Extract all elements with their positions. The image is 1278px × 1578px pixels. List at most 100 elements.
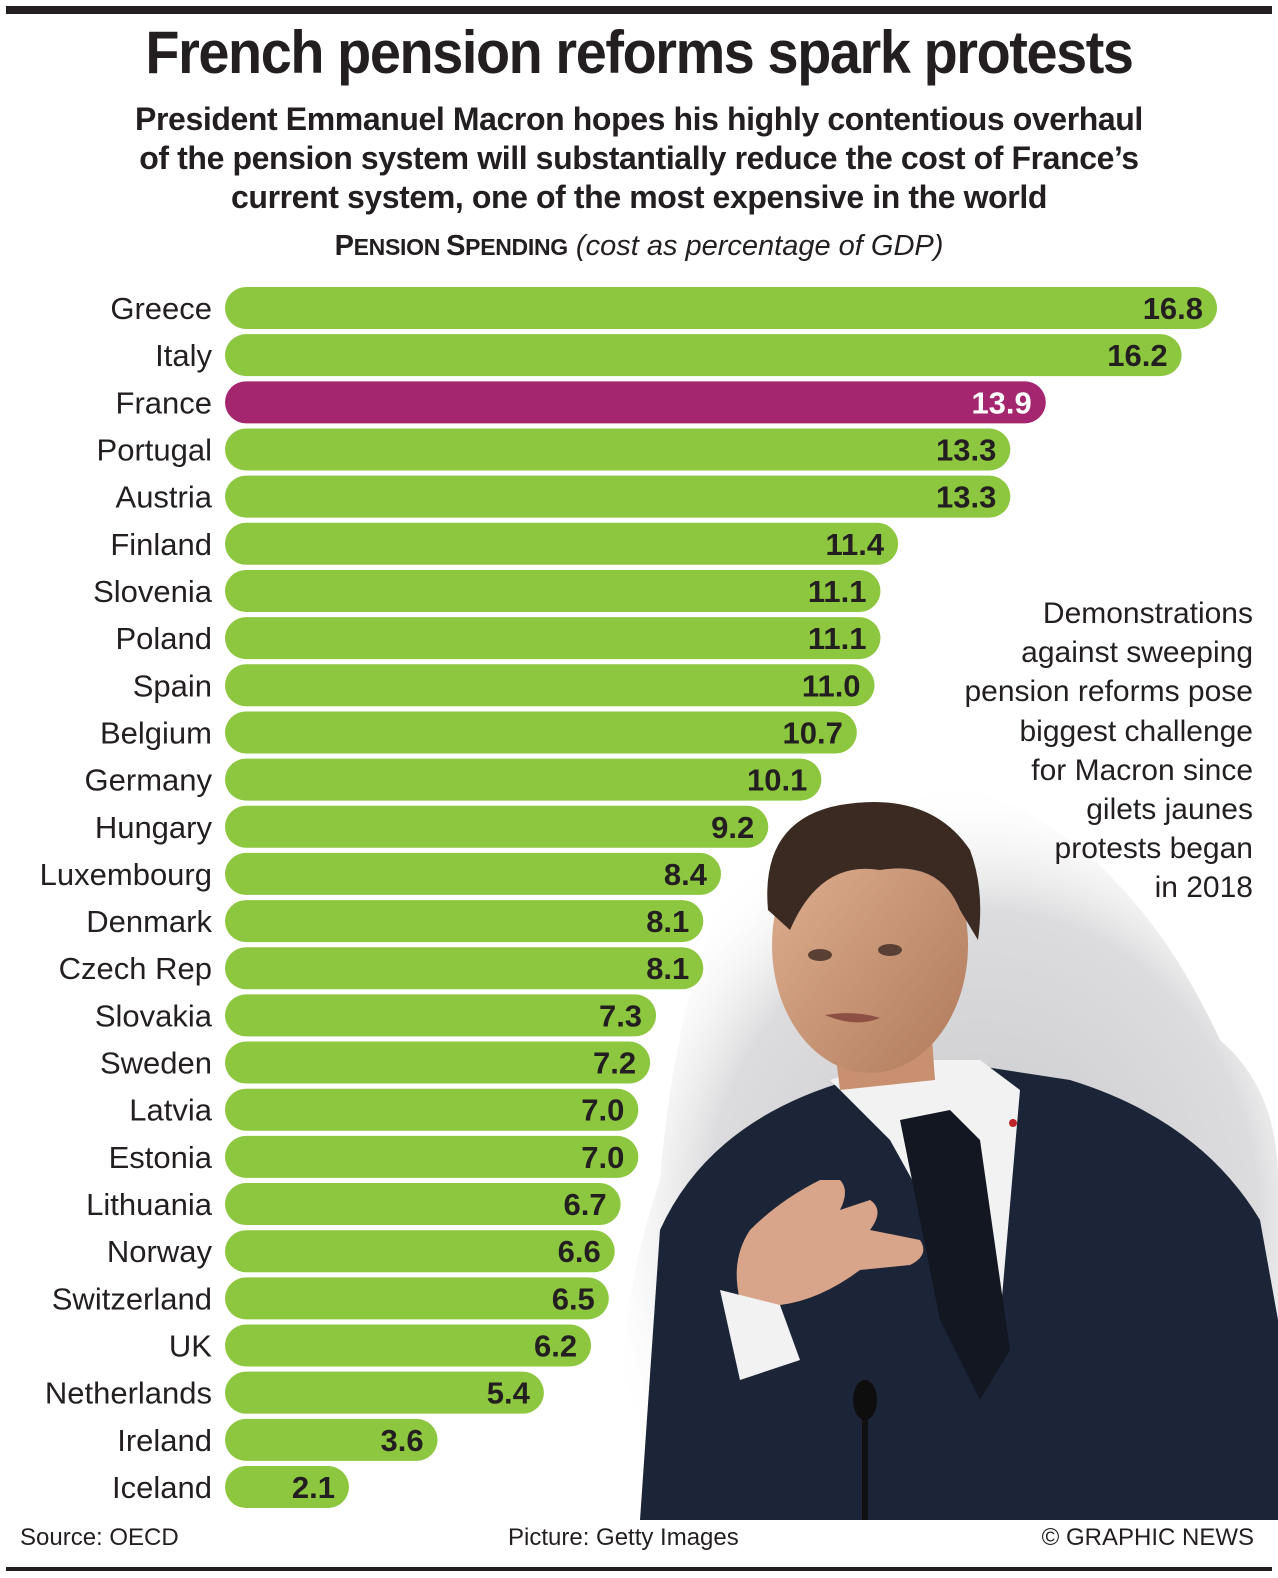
bar — [225, 900, 704, 943]
source-credit: Source: OECD — [20, 1524, 179, 1551]
bar — [225, 569, 881, 612]
bar — [225, 758, 822, 801]
category-label: Austria — [116, 480, 213, 515]
value-label: 7.0 — [581, 1140, 624, 1175]
bar-row: UK 6.2 — [169, 1324, 592, 1367]
picture-credit: Picture: Getty Images — [508, 1524, 739, 1551]
category-label: Czech Rep — [59, 951, 212, 986]
value-label: 6.6 — [558, 1234, 601, 1269]
annotation-line: gilets jaunes — [1086, 793, 1253, 827]
hair — [767, 802, 981, 940]
bar — [225, 1230, 615, 1273]
bar-row: Slovenia 11.1 — [93, 569, 881, 612]
bar-row: Belgium 10.7 — [100, 711, 857, 754]
category-label: Luxembourg — [40, 857, 212, 892]
page-title: French pension reforms spark protests — [145, 19, 1134, 86]
chart-title-smallcaps: PENDING — [465, 234, 568, 260]
value-label: 5.4 — [487, 1376, 531, 1411]
bar — [225, 711, 857, 754]
annotation: Demonstrations against sweeping pension … — [873, 594, 1254, 908]
bar — [225, 522, 899, 565]
bar-row: Lithuania 6.7 — [86, 1183, 621, 1226]
value-label: 7.2 — [593, 1046, 636, 1081]
bar-row: Estonia 7.0 — [109, 1135, 639, 1178]
value-label: 2.1 — [292, 1470, 335, 1505]
value-label: 11.1 — [808, 621, 867, 656]
value-label: 13.9 — [971, 385, 1031, 420]
value-label: 11.0 — [802, 668, 861, 703]
bar-row: Switzerland 6.5 — [52, 1277, 609, 1320]
value-label: 11.1 — [808, 574, 867, 609]
value-label: 6.7 — [564, 1187, 607, 1222]
bar-row: Ireland 3.6 — [117, 1418, 438, 1461]
bar — [225, 1041, 651, 1084]
bar-row: Italy 16.2 — [155, 334, 1182, 377]
category-label: Hungary — [95, 810, 213, 845]
bar-row: Portugal 13.3 — [97, 428, 1011, 471]
value-label: 10.1 — [747, 763, 807, 798]
category-label: Poland — [115, 621, 212, 656]
bar — [225, 805, 769, 848]
hand — [736, 1180, 924, 1305]
subtitle: President Emmanuel Macron hopes his high… — [40, 100, 1238, 217]
bar-row: Luxembourg 8.4 — [40, 852, 722, 895]
bar-highlight — [225, 381, 1046, 424]
bar-row: Netherlands 5.4 — [45, 1371, 544, 1414]
annotation-line: in 2018 — [1154, 871, 1253, 905]
category-label: Slovenia — [93, 574, 213, 609]
bar — [225, 475, 1011, 518]
category-label: Finland — [110, 527, 212, 562]
bar-row: Finland 11.4 — [110, 522, 899, 565]
value-label: 10.7 — [782, 715, 842, 750]
category-label: Iceland — [112, 1470, 212, 1505]
category-label: Germany — [85, 763, 213, 798]
annotation-line: protests began — [1054, 832, 1253, 866]
category-label: Ireland — [117, 1423, 212, 1458]
bar-chart: Greece 16.8 Italy 16.2 France 13.9 Portugal 13.… — [40, 287, 1218, 1508]
bar-row: Slovakia 7.3 — [95, 994, 657, 1037]
subtitle-line: of the pension system will substantially… — [139, 140, 1139, 176]
annotation-line: for Macron since — [1031, 753, 1253, 787]
category-label: Spain — [133, 668, 212, 703]
bar-row: Spain 11.0 — [133, 664, 875, 707]
bar — [225, 1418, 438, 1461]
bar-row: Greece 16.8 — [110, 287, 1218, 329]
annotation-line: biggest challenge — [1019, 714, 1253, 748]
bar — [225, 852, 722, 895]
bar — [225, 947, 704, 990]
annotation-line: Demonstrations — [1042, 597, 1253, 630]
category-label: Greece — [110, 291, 212, 326]
value-label: 9.2 — [711, 810, 754, 845]
chart-title-initial: P — [334, 230, 354, 262]
subtitle-line: current system, one of the most expensiv… — [231, 179, 1047, 215]
value-label: 8.4 — [664, 857, 708, 892]
bar-row: Norway 6.6 — [107, 1230, 615, 1273]
bar-row: Hungary 9.2 — [95, 805, 769, 848]
category-label: Denmark — [86, 904, 212, 939]
category-label: Portugal — [97, 432, 212, 467]
category-label: Norway — [107, 1234, 213, 1269]
bar — [225, 1135, 639, 1178]
category-label: Italy — [155, 338, 212, 373]
bar — [225, 1277, 609, 1320]
bar — [225, 994, 657, 1037]
bar — [225, 1466, 350, 1508]
bar — [225, 617, 881, 660]
value-label: 3.6 — [380, 1423, 423, 1458]
value-label: 6.5 — [552, 1281, 595, 1316]
value-label: 11.4 — [826, 527, 885, 562]
value-label: 6.2 — [534, 1329, 577, 1364]
top-rule — [6, 6, 1272, 14]
category-label: Belgium — [100, 715, 212, 750]
category-label: Lithuania — [86, 1187, 213, 1222]
bar-row: Austria 13.3 — [116, 475, 1011, 518]
bar — [225, 428, 1011, 471]
value-label: 7.0 — [581, 1093, 624, 1128]
category-label: Switzerland — [52, 1281, 212, 1316]
bar — [225, 1088, 639, 1131]
bar — [225, 1324, 592, 1367]
value-label: 8.1 — [646, 951, 689, 986]
category-label: Slovakia — [95, 998, 213, 1033]
category-label: France — [116, 385, 212, 420]
category-label: UK — [169, 1329, 212, 1364]
